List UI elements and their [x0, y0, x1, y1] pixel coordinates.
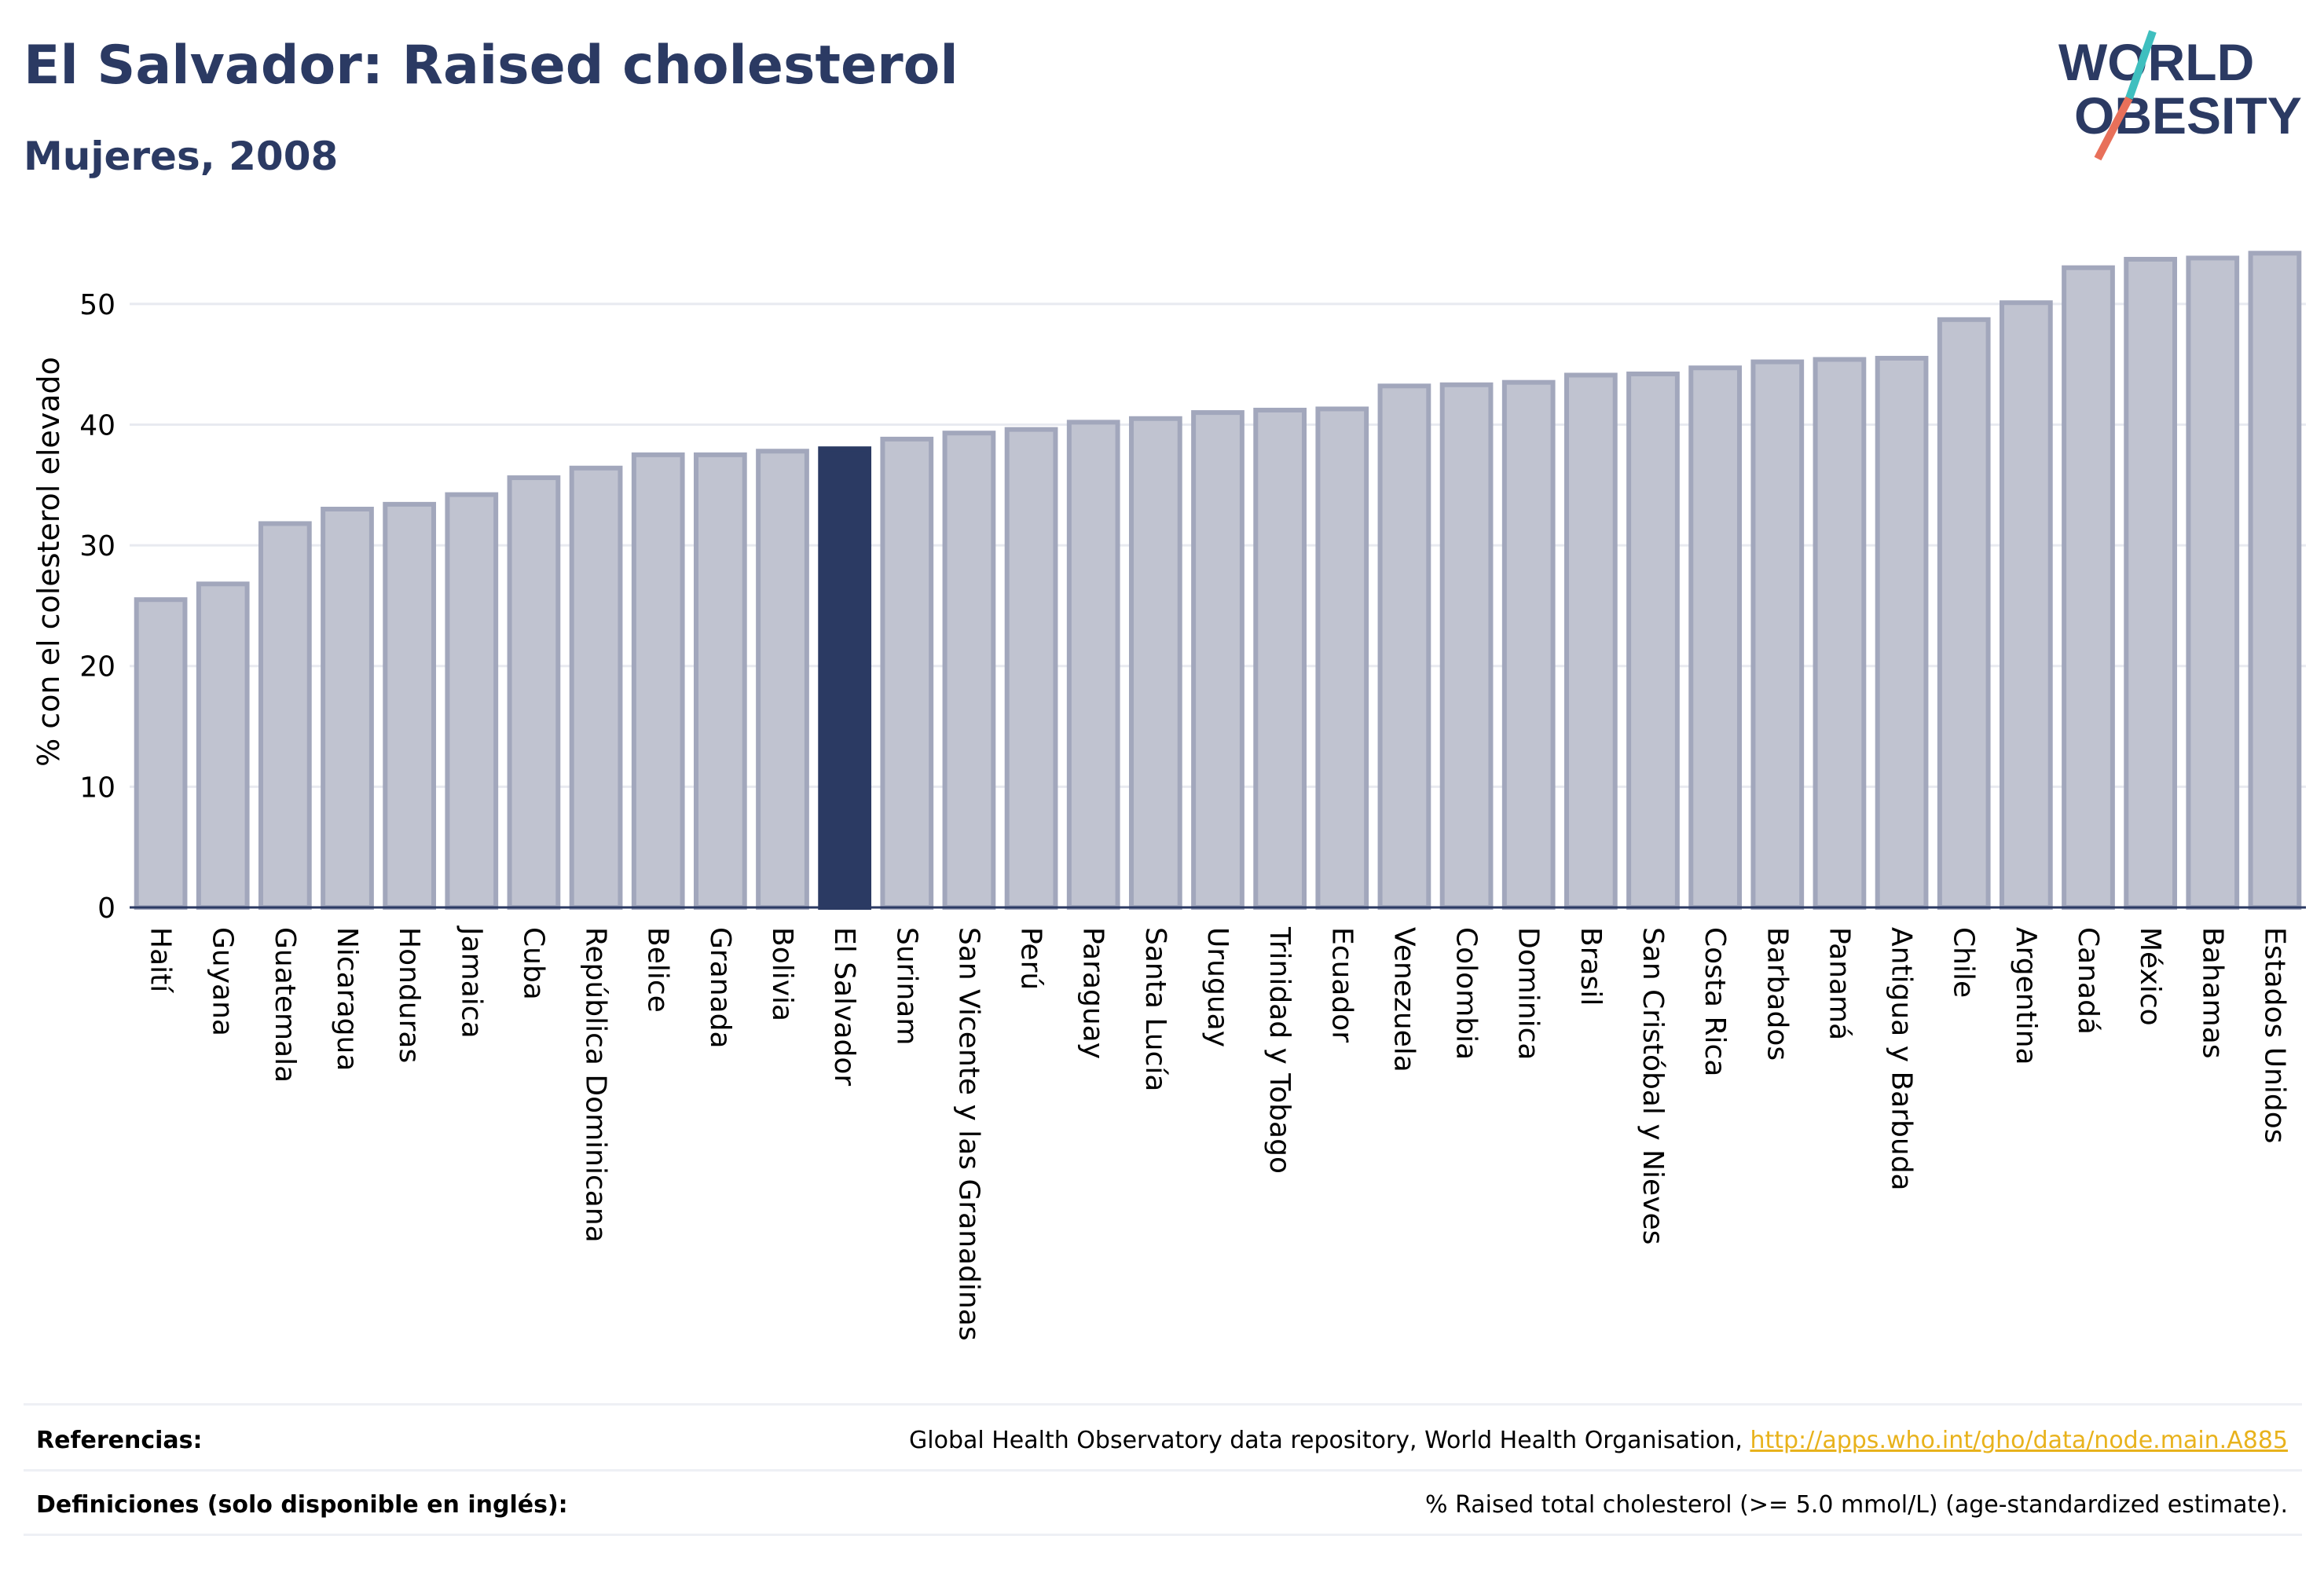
x-tick-label: Haití [145, 927, 177, 993]
bar-costa-rica [1688, 365, 1743, 910]
bar-guyana [196, 581, 250, 910]
x-tick-label: República Dominicana [580, 927, 612, 1243]
bar-guatemala [258, 521, 312, 910]
x-tick-label: Ecuador [1325, 927, 1358, 1043]
x-tick-label: Dominica [1512, 927, 1545, 1061]
logo-line1: WORLD [2058, 33, 2254, 91]
bar-trinidad-y-tobago [1253, 408, 1307, 910]
references-link[interactable]: http://apps.who.int/gho/data/node.main.A… [1750, 1427, 2288, 1454]
references-label: Referencias: [36, 1427, 203, 1454]
bar-república-dominicana [569, 465, 623, 910]
y-tick-label: 40 [79, 409, 115, 442]
y-tick-label: 50 [79, 289, 115, 321]
bar-ecuador [1315, 406, 1369, 910]
x-tick-label: Guyana [207, 927, 239, 1036]
footer-divider-top [24, 1403, 2302, 1406]
bar-canadá [2062, 265, 2115, 910]
bar-méxico [2124, 256, 2178, 910]
references-value: Global Health Observatory data repositor… [909, 1427, 2288, 1454]
x-tick-label: Venezuela [1387, 927, 1420, 1072]
x-tick-label: San Vicente y las Granadinas [952, 927, 984, 1341]
footer-divider-middle [24, 1469, 2302, 1472]
logo-slash-top [2125, 30, 2157, 100]
x-tick-label: Canadá [2072, 927, 2104, 1035]
chart-title: El Salvador: Raised cholesterol [24, 35, 959, 97]
x-tick-label: San Cristóbal y Nieves [1637, 927, 1669, 1244]
bar-argentina [1999, 300, 2053, 911]
x-tick-label: Perú [1015, 927, 1047, 990]
x-tick-label: El Salvador [828, 927, 860, 1086]
bar-colombia [1439, 382, 1494, 911]
world-obesity-logo: WORLD OBESITY [2058, 30, 2302, 161]
references-text: Global Health Observatory data repositor… [909, 1427, 1750, 1454]
bar-paraguay [1066, 420, 1120, 910]
bar-barbados [1750, 359, 1805, 910]
x-tick-label: Chile [1948, 927, 1980, 998]
bar-belice [631, 452, 685, 910]
x-tick-label: Belice [642, 927, 674, 1013]
x-tick-label: Bolivia [766, 927, 798, 1021]
x-tick-label: Granada [704, 927, 736, 1049]
bar-venezuela [1377, 383, 1431, 911]
bar-brasil [1563, 372, 1618, 910]
y-tick-label: 0 [97, 892, 115, 925]
x-tick-label: México [2134, 927, 2166, 1026]
bar-bahamas [2186, 255, 2240, 911]
x-tick-label: Argentina [2010, 927, 2042, 1065]
x-tick-label: Nicaragua [331, 927, 363, 1071]
bar-san-vicente-y-las-granadinas [942, 431, 996, 910]
bar-surinam [880, 436, 934, 910]
bar-uruguay [1191, 410, 1244, 910]
x-tick-label: Colombia [1450, 927, 1483, 1060]
footer-divider-bottom [24, 1534, 2302, 1536]
bars [134, 251, 2302, 911]
x-tick-label: Paraguay [1077, 927, 1109, 1059]
y-tick-label: 30 [79, 530, 115, 563]
y-axis-label: % con el colesterol elevado [31, 357, 66, 767]
y-tick-label: 20 [79, 651, 115, 684]
chart-subtitle: Mujeres, 2008 [24, 134, 339, 179]
x-tick-label: Jamaica [455, 925, 487, 1039]
y-tick-label: 10 [79, 772, 115, 804]
x-tick-label: Santa Lucía [1139, 927, 1171, 1091]
bar-jamaica [445, 492, 499, 910]
x-tick-label: Trinidad y Tobago [1263, 926, 1296, 1174]
bar-estados-unidos [2248, 251, 2302, 911]
x-tick-label: Estados Unidos [2258, 927, 2290, 1144]
x-tick-label: Honduras [393, 927, 425, 1063]
tick-labels: 0 10 20 30 40 50 Haití Guyana Guatemala Nicaragua… [79, 289, 2290, 1341]
x-tick-label: Costa Rica [1699, 927, 1731, 1076]
bar-chile [1937, 317, 1991, 911]
bar-perú [1004, 427, 1058, 910]
x-tick-label: Uruguay [1201, 927, 1233, 1047]
x-tick-label: Barbados [1761, 927, 1793, 1061]
bar-nicaragua [321, 507, 374, 910]
x-tick-label: Guatemala [269, 927, 301, 1083]
bar-antigua-y-barbuda [1875, 355, 1929, 911]
bar-bolivia [756, 449, 809, 910]
x-tick-label: Bahamas [2196, 927, 2228, 1059]
bar-el-salvador [818, 446, 872, 910]
x-tick-label: Surinam [890, 927, 922, 1045]
bar-san-cristóbal-y-nieves [1626, 371, 1680, 911]
bar-chart: 0 10 20 30 40 50 Haití Guyana Guatemala Nicaragua… [31, 251, 2306, 1341]
x-tick-label: Antigua y Barbuda [1886, 927, 1918, 1191]
logo-slash-bottom [2094, 96, 2133, 161]
x-tick-label: Cuba [517, 927, 549, 1000]
x-tick-label: Panamá [1823, 927, 1855, 1040]
bar-granada [693, 452, 747, 910]
definitions-value: % Raised total cholesterol (>= 5.0 mmol/… [1425, 1491, 2288, 1519]
x-tick-label: Brasil [1574, 927, 1607, 1006]
bar-cuba [507, 475, 561, 910]
definitions-label: Definiciones (solo disponible en inglés)… [36, 1491, 568, 1519]
bar-haití [134, 597, 188, 911]
bar-panamá [1813, 357, 1867, 910]
bar-honduras [383, 501, 437, 910]
bar-santa-lucía [1128, 416, 1182, 910]
bar-dominica [1501, 379, 1556, 910]
